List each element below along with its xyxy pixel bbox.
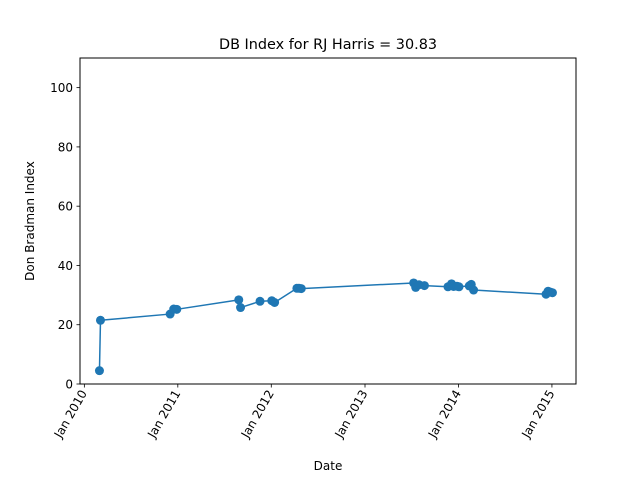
y-tick-label: 100 (50, 81, 73, 95)
y-tick-label: 80 (58, 140, 73, 154)
y-axis-label: Don Bradman Index (23, 161, 37, 281)
plot-area (94, 278, 557, 376)
data-point (234, 295, 244, 305)
plot-frame (79, 57, 577, 385)
data-point (469, 285, 479, 295)
data-point (296, 284, 306, 294)
data-point (419, 281, 429, 291)
x-axis-label: Date (314, 459, 343, 473)
data-point (454, 282, 464, 292)
data-point (172, 304, 182, 314)
y-axis: 0 20 40 60 80 100 (50, 81, 80, 392)
y-tick-label: 0 (65, 378, 73, 392)
data-point (94, 366, 104, 376)
data-point (236, 303, 246, 313)
data-point (270, 298, 280, 307)
chart-title: DB Index for RJ Harris = 30.83 (219, 37, 437, 53)
data-point (255, 296, 265, 306)
y-tick-label: 20 (58, 318, 73, 332)
data-point (547, 288, 557, 298)
y-tick-label: 40 (58, 259, 73, 273)
data-point (95, 315, 105, 325)
y-tick-label: 60 (58, 200, 73, 214)
